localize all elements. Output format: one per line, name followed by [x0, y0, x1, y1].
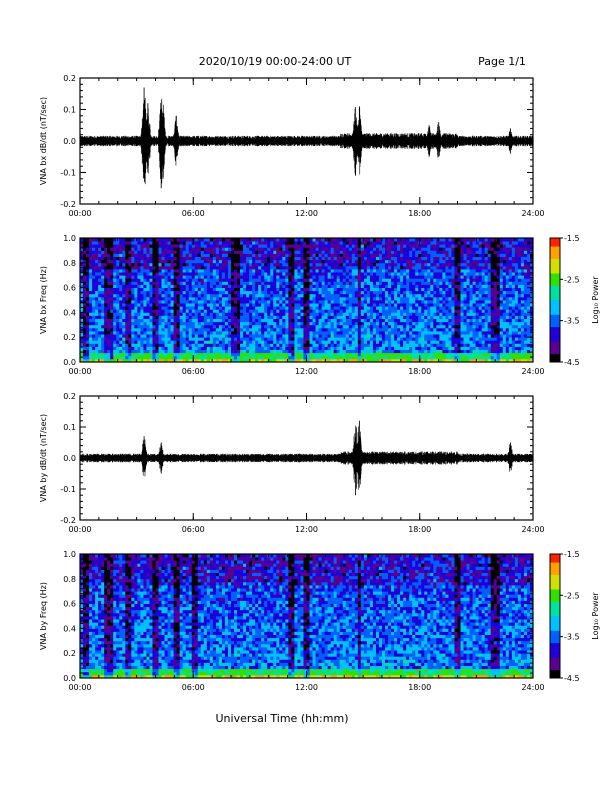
y-tick-label: 1.0: [63, 550, 76, 559]
y-tick-label: 0.2: [63, 649, 76, 658]
x-axis: 00:00 06:00 12:00 18:00 24:00: [68, 396, 545, 534]
x-tick-label: 18:00: [408, 683, 431, 692]
x-tick-label: 12:00: [295, 683, 318, 692]
series-trace: [79, 420, 534, 496]
y-axis: 0.0 0.2 0.4 0.6 0.8 1.0: [63, 234, 533, 367]
y-axis: -0.2 -0.1 0.0 0.1 0.2: [60, 392, 533, 525]
y-tick-label: 0.6: [63, 600, 76, 609]
panels-group: -0.2 -0.1 0.0 0.1 0.2 00:00 06:00 12:00 18:00 24:…: [39, 74, 600, 692]
colorbar-tick-label: -4.5: [564, 674, 580, 683]
panel-3: -0.2 -0.1 0.0 0.1 0.2 00:00 06:00 12:00 18:00 24:…: [39, 392, 545, 534]
colorbar-tick-label: -2.5: [564, 591, 580, 600]
x-axis: 00:00 06:00 12:00 18:00 24:00: [68, 554, 545, 692]
y-tick-label: 0.1: [63, 423, 76, 432]
x-axis: 00:00 06:00 12:00 18:00 24:00: [68, 78, 545, 218]
colorbar-tick-label: -3.5: [564, 633, 580, 642]
y-tick-label: 0.0: [63, 674, 76, 683]
colorbar-frame: [549, 237, 561, 363]
y-tick-label: 0.2: [63, 74, 76, 83]
x-tick-label: 00:00: [68, 367, 91, 376]
y-tick-label: 0.0: [63, 358, 76, 367]
y-axis-label: VNA by dB/dt (nT/sec): [39, 414, 48, 502]
y-axis: 0.0 0.2 0.4 0.6 0.8 1.0: [63, 550, 533, 683]
x-tick-label: 24:00: [521, 209, 544, 218]
colorbar-label: Log₁₀ Power: [591, 276, 600, 324]
y-tick-label: -0.2: [60, 516, 76, 525]
colorbar-tick-label: -3.5: [564, 317, 580, 326]
x-tick-label: 18:00: [408, 525, 431, 534]
x-tick-label: 06:00: [182, 525, 205, 534]
y-axis-label: VNA bx dB/dt (nT/sec): [39, 97, 48, 185]
x-axis-title: Universal Time (hh:mm): [216, 712, 349, 725]
colorbar: -1.5 -2.5 -3.5 -4.5 Log₁₀ Power: [549, 234, 600, 367]
y-tick-label: 0.8: [63, 259, 76, 268]
panel-1: -0.2 -0.1 0.0 0.1 0.2 00:00 06:00 12:00 18:00 24:…: [39, 74, 545, 218]
x-tick-label: 00:00: [68, 209, 91, 218]
colorbar-label: Log₁₀ Power: [591, 592, 600, 640]
y-tick-label: 0.2: [63, 392, 76, 401]
page-title: 2020/10/19 00:00-24:00 UT: [199, 55, 352, 68]
page-number: Page 1/1: [478, 55, 526, 68]
x-tick-label: 12:00: [295, 525, 318, 534]
x-tick-label: 24:00: [521, 525, 544, 534]
y-tick-label: 0.4: [63, 624, 76, 633]
colorbar-frame: [549, 553, 561, 679]
y-tick-label: -0.1: [60, 169, 76, 178]
x-tick-label: 00:00: [68, 525, 91, 534]
x-tick-label: 00:00: [68, 683, 91, 692]
colorbar-tick-label: -4.5: [564, 358, 580, 367]
x-axis: 00:00 06:00 12:00 18:00 24:00: [68, 238, 545, 376]
y-tick-label: -0.2: [60, 200, 76, 209]
y-tick-label: 0.4: [63, 308, 76, 317]
x-tick-label: 24:00: [521, 683, 544, 692]
x-tick-label: 24:00: [521, 367, 544, 376]
series-trace: [79, 87, 534, 189]
x-tick-label: 18:00: [408, 209, 431, 218]
y-tick-label: 0.8: [63, 575, 76, 584]
colorbar-tick-label: -1.5: [564, 550, 580, 559]
y-tick-label: 0.6: [63, 284, 76, 293]
x-tick-label: 06:00: [182, 367, 205, 376]
y-tick-label: 1.0: [63, 234, 76, 243]
colorbar-tick-label: -1.5: [564, 234, 580, 243]
y-axis-label: VNA by Freq (Hz): [39, 582, 48, 650]
x-tick-label: 12:00: [295, 209, 318, 218]
x-tick-label: 18:00: [408, 367, 431, 376]
y-tick-label: 0.1: [63, 106, 76, 115]
y-tick-label: 0.0: [63, 454, 76, 463]
y-tick-label: 0.2: [63, 333, 76, 342]
x-tick-label: 06:00: [182, 683, 205, 692]
x-tick-label: 06:00: [182, 209, 205, 218]
spectrogram-cells: [80, 238, 534, 363]
colorbar: -1.5 -2.5 -3.5 -4.5 Log₁₀ Power: [549, 550, 600, 683]
spectrogram-cells: [80, 554, 534, 679]
colorbar-tick-label: -2.5: [564, 275, 580, 284]
x-tick-label: 12:00: [295, 367, 318, 376]
y-axis-label: VNA bx Freq (Hz): [39, 266, 48, 334]
y-tick-label: -0.1: [60, 485, 76, 494]
y-tick-label: 0.0: [63, 137, 76, 146]
